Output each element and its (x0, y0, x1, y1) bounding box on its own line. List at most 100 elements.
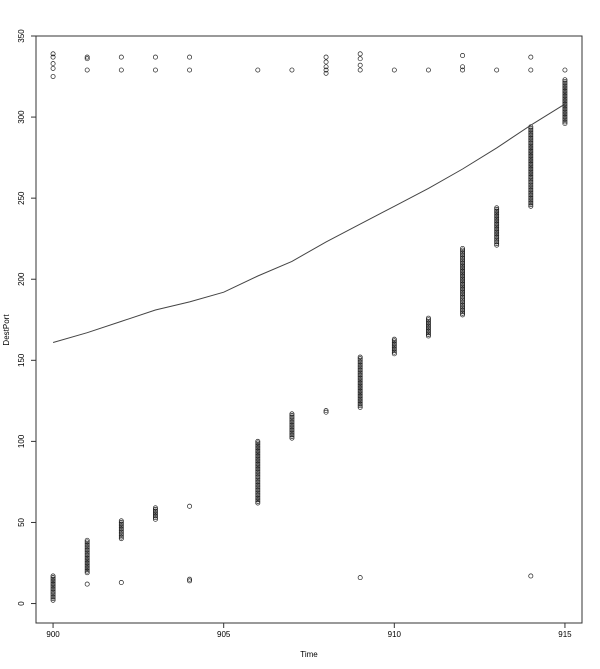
data-point (528, 156, 534, 162)
data-point (528, 173, 534, 178)
data-point (255, 469, 261, 475)
data-point (460, 296, 466, 302)
data-point (50, 589, 56, 595)
data-point (255, 442, 261, 448)
data-point (562, 119, 568, 125)
data-point (460, 245, 466, 251)
data-point (84, 565, 90, 571)
data-point (84, 539, 90, 545)
data-point (187, 578, 193, 584)
y-tick-label: 100 (17, 434, 26, 448)
data-point (528, 164, 534, 170)
data-point (460, 67, 466, 73)
data-point (323, 67, 329, 73)
data-point (562, 96, 568, 102)
data-point (528, 177, 534, 183)
data-point (84, 558, 90, 564)
data-point (357, 395, 363, 401)
data-point (494, 220, 500, 225)
data-point (323, 54, 329, 60)
data-point (528, 134, 534, 139)
data-point (357, 369, 363, 375)
data-point (528, 198, 534, 204)
data-point (460, 255, 466, 261)
data-point (152, 67, 158, 73)
data-point (528, 147, 534, 152)
data-point (289, 430, 295, 436)
data-point (255, 492, 261, 498)
data-point (357, 362, 363, 368)
data-point (460, 281, 466, 287)
data-point (289, 419, 295, 425)
data-point (528, 161, 534, 167)
data-point (187, 503, 193, 509)
data-point (528, 168, 534, 174)
data-point (255, 481, 261, 486)
data-point (425, 327, 431, 332)
data-point (118, 528, 124, 534)
data-point (562, 91, 568, 97)
data-point (255, 440, 261, 446)
data-point (255, 484, 261, 490)
data-point (84, 544, 90, 550)
data-point (152, 510, 158, 516)
data-point (494, 213, 500, 219)
data-point (391, 346, 397, 352)
data-point (425, 315, 431, 321)
data-point (494, 224, 500, 230)
data-point (187, 576, 193, 582)
data-point (50, 584, 56, 590)
data-point (255, 438, 261, 444)
y-axis-title: DestPort (2, 314, 11, 346)
data-point (289, 422, 295, 428)
y-axis: 0 50 100 150 200 250 300 350 (17, 29, 36, 606)
data-point (425, 320, 431, 326)
data-point (425, 331, 431, 337)
data-point (255, 463, 261, 469)
data-point (528, 160, 534, 165)
data-point (118, 536, 124, 542)
x-tick-label: 900 (46, 630, 60, 639)
data-point (50, 580, 56, 585)
data-point (357, 51, 363, 57)
data-point (84, 568, 90, 574)
data-point (528, 187, 534, 193)
data-point (118, 521, 124, 527)
data-point (357, 357, 363, 363)
data-point (460, 297, 466, 303)
data-point (460, 250, 466, 256)
data-point (289, 417, 295, 423)
data-point (528, 200, 534, 206)
data-point (528, 184, 534, 190)
data-point (391, 351, 397, 357)
data-point (528, 194, 534, 199)
data-point (528, 163, 534, 169)
data-point (528, 138, 534, 144)
data-point (289, 412, 295, 418)
data-point (460, 284, 466, 290)
data-point (323, 408, 329, 414)
data-point (528, 195, 534, 201)
data-point (84, 552, 90, 558)
data-point (84, 550, 90, 556)
data-point (528, 132, 534, 138)
data-point (289, 424, 295, 430)
data-point (289, 427, 295, 433)
data-point (357, 383, 363, 389)
data-point (528, 197, 534, 203)
data-point (460, 302, 466, 308)
data-point (255, 443, 261, 449)
data-point (255, 461, 261, 467)
data-point (357, 361, 363, 367)
data-point (460, 247, 466, 253)
data-point (357, 575, 363, 581)
data-point (255, 455, 261, 461)
data-point (357, 390, 363, 396)
data-point (528, 158, 534, 164)
data-point (460, 292, 466, 298)
data-point (528, 148, 534, 154)
data-point (494, 205, 500, 211)
data-point (460, 305, 466, 311)
data-point (494, 207, 500, 212)
